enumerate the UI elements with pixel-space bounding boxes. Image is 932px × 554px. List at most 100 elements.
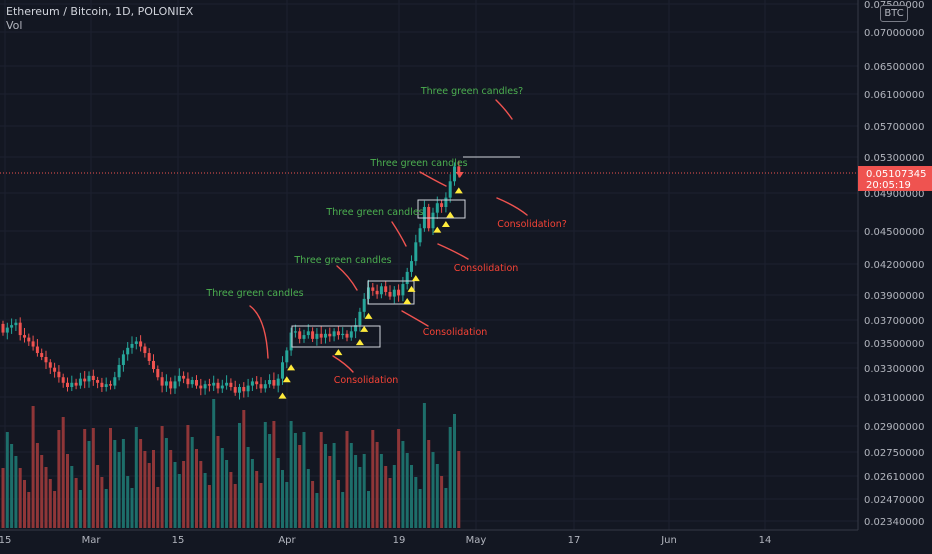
- volume-bar: [289, 421, 293, 528]
- volume-bar: [392, 465, 396, 528]
- candle-body: [130, 343, 134, 348]
- price-tick-label: 0.02900000: [864, 422, 924, 433]
- volume-bar: [250, 459, 254, 528]
- price-tick-label: 0.03700000: [864, 316, 924, 327]
- annotation-stroke-8: [437, 243, 469, 260]
- volume-bar: [23, 480, 26, 528]
- volume-bar: [74, 478, 78, 528]
- candle-body: [126, 347, 130, 355]
- price-tick-label: 0.03500000: [864, 339, 924, 350]
- candle-body: [255, 381, 259, 385]
- candle-body: [134, 341, 138, 344]
- candle-body: [96, 380, 100, 383]
- volume-bar: [160, 426, 164, 528]
- currency-badge[interactable]: BTC: [880, 5, 908, 22]
- volume-bar: [448, 427, 452, 528]
- time-tick-label: 19: [393, 535, 406, 546]
- annotation-label: Three green candles: [293, 255, 391, 266]
- volume-bar: [444, 488, 448, 528]
- volume-bar: [259, 483, 263, 528]
- arrow-up-marker: [433, 226, 442, 233]
- volume-bar: [87, 441, 91, 528]
- time-axis: 15 Mar 15 Apr 19 May 17 Jun 14: [0, 529, 932, 550]
- time-tick-label: Mar: [82, 535, 102, 546]
- candle-body: [104, 384, 108, 388]
- candle-body: [259, 384, 263, 389]
- candle-body: [78, 378, 82, 386]
- consolidation-box-2: [367, 280, 415, 305]
- volume-bar: [190, 437, 194, 528]
- candle-body: [177, 375, 181, 382]
- candle-body: [281, 362, 284, 379]
- volume-bar: [388, 478, 392, 528]
- volume-bar: [431, 452, 435, 528]
- volume-bar: [435, 464, 439, 528]
- candle-body: [298, 331, 302, 339]
- volume-bar: [156, 487, 160, 528]
- last-price-tag: 0.05107345 20:05:19: [858, 166, 932, 191]
- volume-bar: [126, 476, 130, 528]
- volume-bar: [70, 466, 74, 528]
- annotation-label: Consolidation: [423, 327, 488, 338]
- price-tick-label: 0.03900000: [864, 291, 924, 302]
- volume-bar: [66, 454, 69, 528]
- candle-body: [319, 333, 323, 338]
- annotation-stroke-7: [401, 310, 429, 327]
- time-tick-label: Jun: [660, 535, 677, 546]
- candle-body: [5, 327, 9, 333]
- price-tick-label: 0.06100000: [864, 90, 924, 101]
- candle-body: [328, 333, 332, 337]
- volume-bars: [1, 399, 461, 528]
- candle-body: [238, 387, 241, 393]
- candle-body: [147, 353, 151, 361]
- candle-body: [48, 362, 52, 368]
- volume-bar: [130, 488, 134, 528]
- price-tick-label: 0.02470000: [864, 495, 924, 506]
- candle-body: [362, 298, 366, 312]
- price-tick-label: 0.07000000: [864, 28, 924, 39]
- arrow-up-marker: [287, 364, 296, 371]
- volume-bar: [371, 430, 375, 528]
- countdown-label: 20:05:19: [866, 180, 911, 191]
- volume-bar: [40, 455, 44, 528]
- candle-body: [263, 384, 267, 389]
- volume-bar: [418, 489, 422, 528]
- candle-body: [14, 322, 18, 326]
- candle-body: [392, 289, 396, 297]
- volume-bar: [182, 461, 186, 528]
- annotation-stroke-4: [419, 171, 447, 187]
- volume-bar: [96, 465, 100, 528]
- volume-indicator-label: Vol: [6, 19, 23, 32]
- arrow-up-marker: [441, 220, 450, 227]
- price-tick-label: 0.05300000: [864, 153, 924, 164]
- candle-body: [57, 371, 61, 378]
- candlestick-series: [1, 160, 461, 400]
- candle-body: [70, 382, 74, 388]
- volume-bar: [10, 444, 14, 528]
- volume-bar: [35, 443, 39, 528]
- volume-bar: [306, 469, 310, 528]
- candle-body: [91, 375, 95, 381]
- candle-body: [35, 346, 39, 354]
- candle-body: [195, 380, 198, 386]
- volume-bar: [255, 471, 259, 528]
- volume-bar: [375, 442, 379, 528]
- candle-body: [435, 203, 439, 213]
- volume-bar: [427, 440, 431, 528]
- volume-bar: [5, 432, 9, 528]
- volume-bar: [186, 425, 190, 528]
- candle-body: [212, 382, 216, 386]
- volume-bar: [78, 490, 82, 528]
- volume-bar: [362, 454, 366, 528]
- candle-body: [302, 335, 306, 339]
- annotation-stroke-1: [249, 305, 269, 359]
- candle-body: [289, 332, 293, 351]
- price-tick-label: 0.04500000: [864, 227, 924, 238]
- annotation-strokes: [249, 99, 528, 373]
- chart-header: Ethereum / Bitcoin, 1D, POLONIEX Vol: [6, 5, 193, 33]
- annotation-label: Three green candles: [369, 158, 467, 169]
- annotation-label: Three green candles: [205, 288, 303, 299]
- volume-bar: [169, 450, 173, 528]
